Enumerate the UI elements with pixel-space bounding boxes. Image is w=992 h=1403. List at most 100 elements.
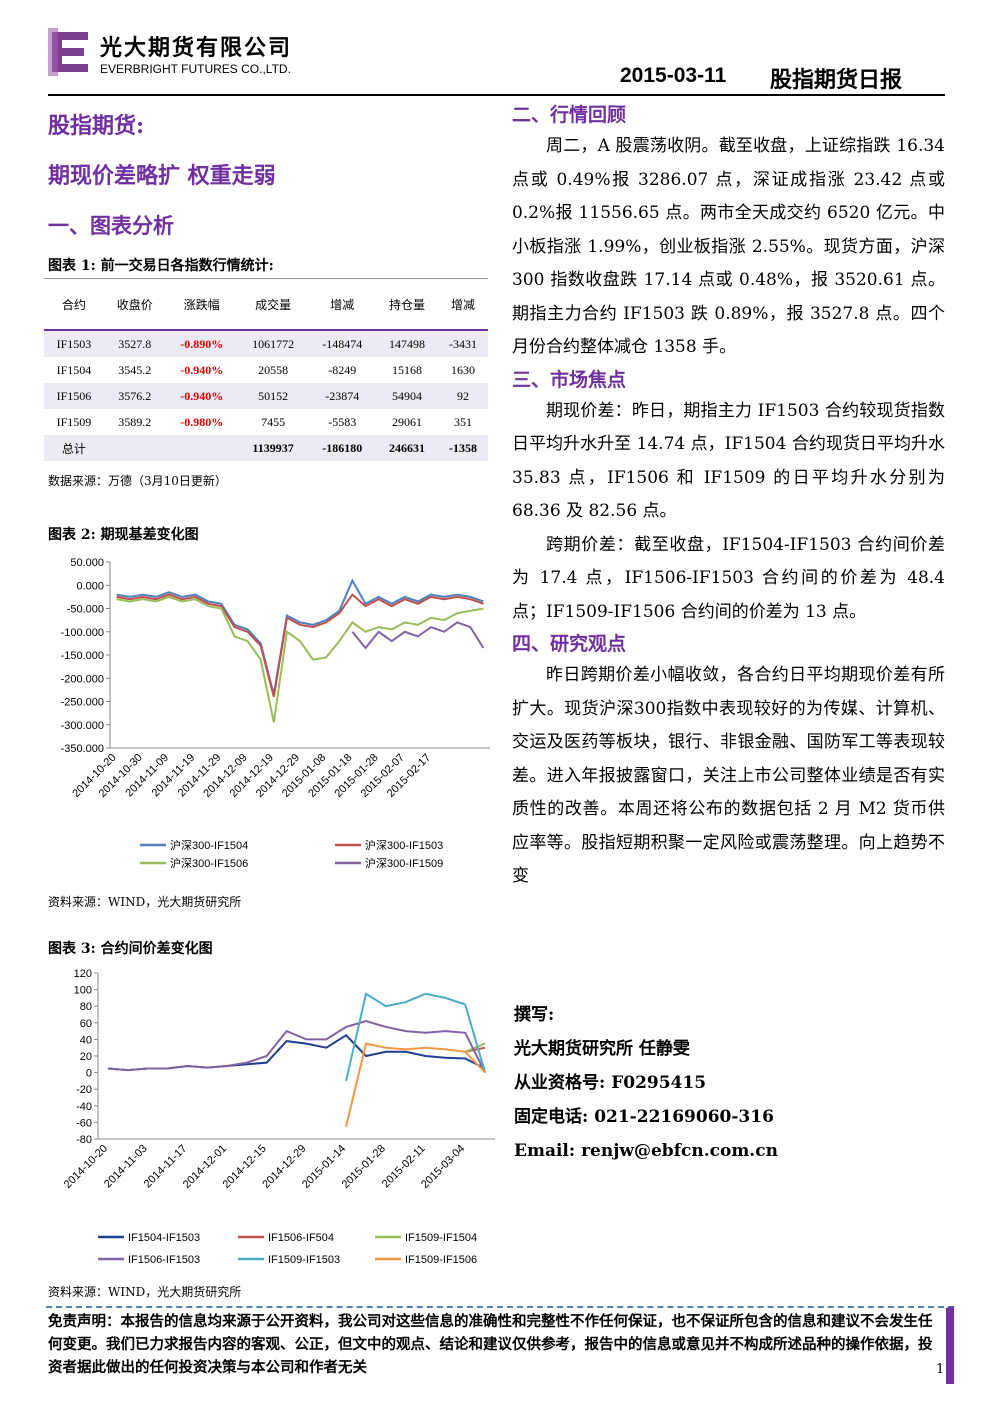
table-cell: IF1504 (56, 362, 92, 377)
table-cell: -5583 (328, 414, 357, 429)
table-cell: 3527.8 (118, 336, 152, 351)
table-cell: 15168 (392, 362, 422, 377)
y-tick-label: 40 (80, 1034, 92, 1046)
table-row: IF1506 3576.2 -0.940% 50152 -23874 54904 92 (44, 383, 488, 409)
legend-label: IF1509-IF1503 (268, 1254, 340, 1266)
table-cell: -0.890% (180, 336, 224, 351)
report-name: 股指期货日报 (770, 67, 903, 93)
table-cell: -1358 (448, 440, 477, 455)
y-tick-label: -150.000 (61, 650, 104, 662)
table-cell: 7455 (261, 414, 286, 429)
table: 合约 收盘价 涨跌幅 成交量 增减 持仓量 增减 IF1503 3527.8 -0.890% 106… (44, 278, 488, 461)
line (116, 593, 484, 698)
table-cell: 351 (453, 414, 472, 429)
y-tick-label: -250.000 (61, 697, 104, 709)
legend-label: 沪深300-IF1504 (170, 838, 248, 852)
legend-label: 沪深300-IF1509 (365, 856, 443, 870)
table-cell: IF1509 (56, 414, 92, 429)
line (107, 1020, 486, 1074)
author-line: Email: renjw@ebfcn.com.cn (514, 1141, 778, 1161)
line (107, 1034, 486, 1072)
column-header: 成交量 (237, 278, 309, 331)
y-tick-label: -300.000 (61, 720, 104, 732)
column-header: 合约 (44, 278, 104, 331)
table-cell: 总计 (61, 441, 86, 456)
source: 资料来源：WIND，光大期货研究所 (48, 895, 242, 909)
y-tick-label: -350.000 (61, 743, 104, 755)
legend-label: IF1506-IF504 (268, 1232, 334, 1244)
table-header: 合约 收盘价 涨跌幅 成交量 增减 持仓量 增减 (44, 278, 488, 331)
date: 2015-03-11 (620, 64, 727, 87)
chart-title: 图表 3: 合约间价差变化图 (48, 941, 213, 957)
paragraph: 昨日跨期价差小幅收敛，各合约日平均期现价差有所扩大。现货沪深300指数中表现较好… (512, 665, 945, 886)
rule (48, 94, 945, 96)
table-cell: 20558 (258, 362, 289, 377)
source: 资料来源：WIND，光大期货研究所 (48, 1285, 242, 1299)
table-cell: -23874 (325, 388, 360, 403)
table-cell: 1061772 (252, 336, 295, 351)
y-tick-label: 60 (80, 1018, 92, 1030)
company-cn: 光大期货有限公司 (100, 35, 293, 61)
source: 数据来源：万德（3月10日更新） (48, 474, 227, 488)
line (345, 992, 487, 1082)
column-header: 增减 (437, 278, 488, 331)
chart-title: 图表 2: 期现基差变化图 (48, 527, 199, 543)
table-cell (166, 435, 238, 461)
table-cell: -0.940% (180, 362, 224, 377)
y-tick-label: -100.000 (61, 627, 104, 639)
table-cell (104, 435, 166, 461)
table-cell: IF1506 (56, 388, 92, 403)
legend-label: IF1504-IF1503 (128, 1232, 200, 1244)
y-tick-label: -40 (76, 1101, 92, 1113)
section-heading: 三、市场焦点 (512, 368, 627, 391)
legend-label: 沪深300-IF1506 (170, 856, 248, 870)
y-tick-label: 50.000 (70, 557, 104, 569)
table-cell: -0.980% (180, 414, 224, 429)
y-tick-label: -60 (76, 1117, 92, 1129)
y-tick-label: -20 (76, 1084, 92, 1096)
legend-label: IF1509-IF1504 (405, 1232, 477, 1244)
column-header: 收盘价 (103, 278, 166, 331)
legend-label: IF1506-IF1503 (128, 1254, 200, 1266)
footer-box (46, 1306, 954, 1384)
legend-label: 沪深300-IF1503 (365, 838, 443, 852)
y-tick-label: 0.000 (76, 580, 104, 592)
table-cell: -148474 (322, 336, 363, 351)
logo (48, 28, 88, 76)
table-cell: 3589.2 (118, 414, 152, 429)
table-title: 图表 1: 前一交易日各指数行情统计: (48, 258, 274, 274)
column-header: 持仓量 (376, 278, 438, 331)
paragraph: 期现价差：昨日，期指主力 IF1503 合约较现货指数日平均升水升至 14.74… (512, 400, 945, 522)
author-line: 从业资格号: F0295415 (514, 1073, 707, 1093)
y-tick-label: -200.000 (61, 673, 104, 685)
column-header: 涨跌幅 (165, 278, 238, 331)
line (351, 621, 485, 650)
y-tick-label: 100 (74, 985, 92, 997)
chart: 120100806040200-20-40-60-802014-10-20201… (62, 968, 495, 1266)
author-line: 光大期货研究所 任静雯 (514, 1039, 690, 1059)
author-line: 撰写: (514, 1005, 555, 1025)
y-tick-label: 0 (86, 1068, 92, 1080)
legend-label: IF1509-IF1506 (405, 1254, 477, 1266)
y-tick-label: -50.000 (67, 604, 104, 616)
table-cell: 3576.2 (118, 388, 152, 403)
table-cell: 147498 (389, 336, 425, 351)
section-heading: 一、图表分析 (48, 213, 174, 238)
y-tick-label: -80 (76, 1134, 92, 1146)
paragraph: 跨期价差：截至收盘，IF1504-IF1503 合约间价差为 17.4 点，IF… (512, 534, 945, 622)
company-en: EVERBRIGHT FUTURES CO.,LTD. (100, 62, 291, 76)
table-row: IF1504 3545.2 -0.940% 20558 -8249 15168 1630 (44, 357, 488, 383)
line (345, 1042, 486, 1127)
page-number: 1 (936, 1362, 945, 1377)
line (464, 1042, 486, 1053)
table-cell: -8249 (328, 362, 357, 377)
table-row: IF1503 3527.8 -0.890% 1061772 -148474 147498 -… (44, 330, 488, 357)
column-header: 增减 (308, 278, 377, 331)
author-block: 撰写: 光大期货研究所 任静雯 从业资格号: F0295415 固定电话: 021-2… (514, 998, 778, 1168)
table-cell: 246631 (389, 440, 425, 455)
table-cell: IF1503 (56, 336, 92, 351)
chart: 50.000 0.000 -50.000 -100.000 -150.000 -200.0… (61, 557, 490, 870)
line (116, 578, 484, 695)
paragraph: 周二，A 股震荡收阴。截至收盘，上证综指跌 16.34 点或 0.49%报 32… (512, 136, 945, 357)
